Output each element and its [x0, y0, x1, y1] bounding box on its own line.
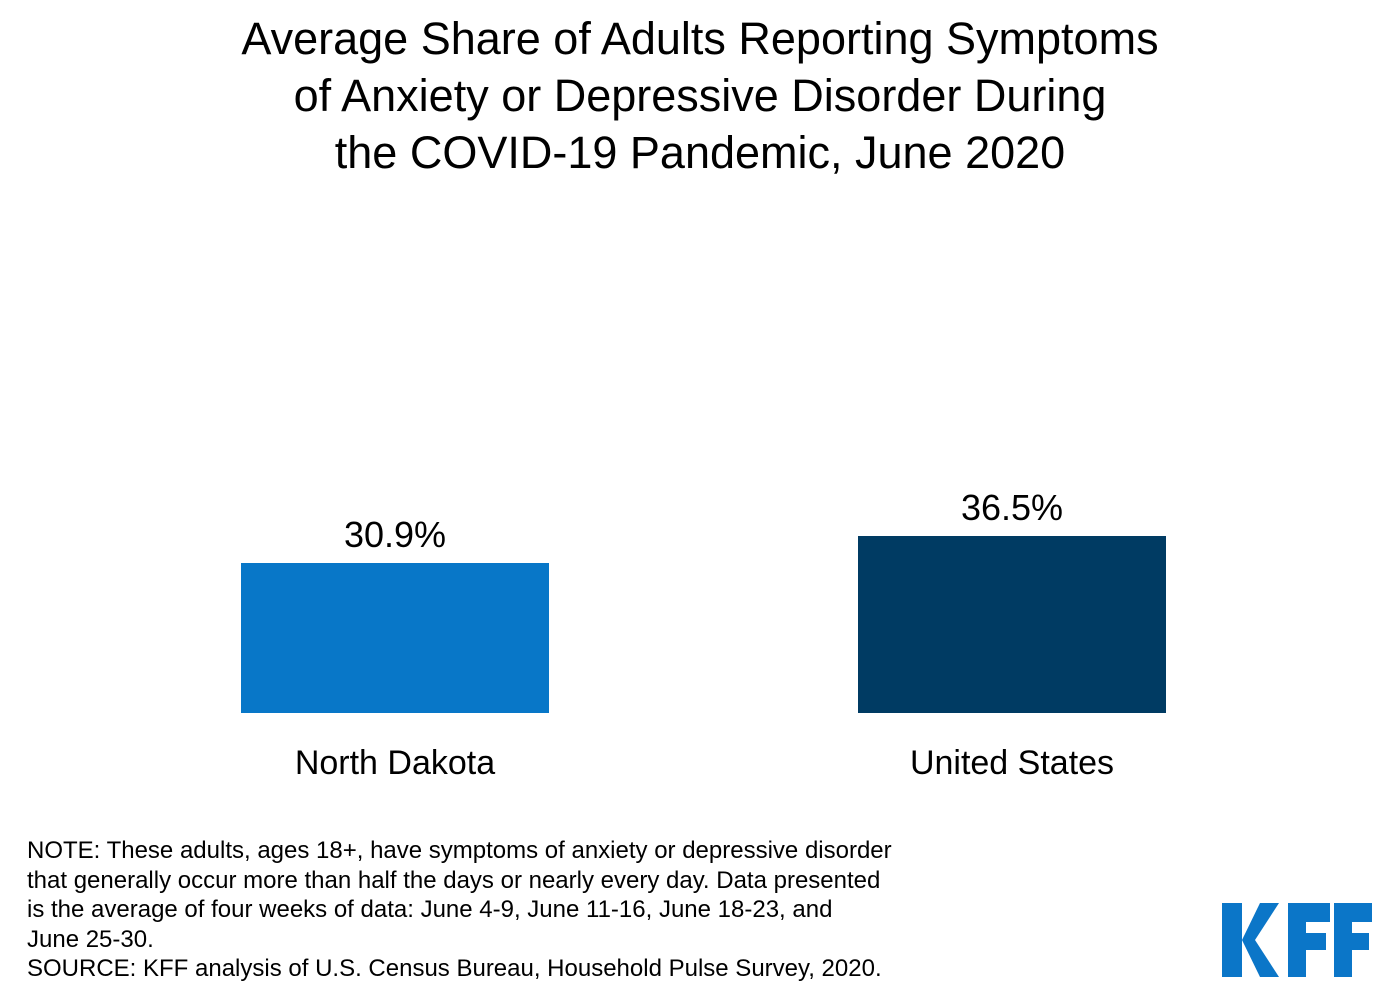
category-label-north-dakota: North Dakota [294, 744, 496, 782]
chart-title: Average Share of Adults Reporting Sympto… [241, 13, 1159, 178]
kff-logo-letters [1222, 903, 1372, 977]
bar-united-states: 36.5% United States [858, 487, 1166, 782]
value-label-north-dakota: 30.9% [343, 513, 447, 555]
bar-north-dakota: 30.9% North Dakota [241, 514, 549, 782]
value-label-united-states: 36.5% [960, 486, 1064, 528]
note-and-source-text: NOTE: These adults, ages 18+, have sympt… [27, 837, 892, 982]
kff-logo [1222, 903, 1372, 977]
category-label-united-states: United States [909, 744, 1115, 782]
